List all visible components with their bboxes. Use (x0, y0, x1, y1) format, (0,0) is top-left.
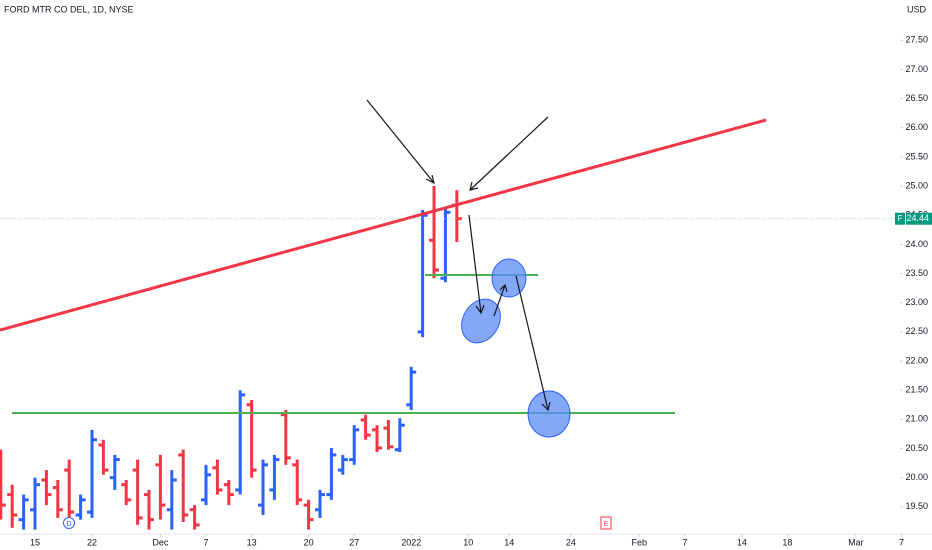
chart-title: FORD MTR CO DEL, 1D, NYSE (4, 4, 134, 14)
ohlc-bar (394, 418, 405, 453)
y-tick-label: 26.00 (905, 122, 928, 132)
y-tick-label: 21.50 (905, 385, 928, 395)
y-tick-label: 22.00 (905, 355, 928, 365)
x-tick-label: 7 (682, 537, 687, 547)
ohlc-bar (0, 449, 6, 520)
event-marker[interactable] (600, 516, 612, 530)
ohlc-bar (406, 366, 417, 411)
ellipse (527, 390, 571, 438)
ohlc-bar (429, 186, 440, 279)
y-tick-label: 25.00 (905, 180, 928, 190)
axes: 19.50 20.00 20.50 21.00 21.50 22.00 22.50 23.00… (0, 35, 932, 547)
ohlc-bar (41, 470, 52, 506)
ohlc-bar (109, 454, 120, 490)
y-tick-label: 27.50 (905, 35, 928, 45)
trend-line (0, 118, 767, 332)
event-label: D (66, 521, 71, 528)
x-tick-label: 20 (304, 537, 314, 547)
y-tick-label: 22.50 (905, 326, 928, 336)
ohlc-bar (201, 464, 212, 506)
ohlc-bar (235, 390, 246, 495)
ohlc-bar (258, 459, 269, 516)
ohlc-bar (189, 505, 200, 530)
x-tick-label: Dec (152, 537, 169, 547)
ohlc-bar (292, 459, 303, 506)
last-price-tag (906, 212, 932, 225)
y-tick-label: 25.50 (905, 151, 928, 161)
ohlc-bar (440, 207, 451, 283)
ohlc-bar (223, 480, 234, 506)
ellipse (491, 258, 527, 298)
ohlc-bar (75, 494, 86, 520)
ohlc-bar (155, 454, 166, 520)
ohlc-bar (280, 410, 291, 465)
ohlc-bar (372, 425, 383, 453)
ohlc-bar (64, 459, 75, 520)
ohlc-bar (269, 454, 280, 500)
ohlc-bar (98, 439, 109, 475)
arrow (468, 214, 485, 315)
ohlc-bar (326, 447, 337, 500)
x-tick-label: 13 (247, 537, 257, 547)
y-tick-label: 20.50 (905, 443, 928, 453)
x-tick-label: 14 (737, 537, 747, 547)
y-tick-label: 23.00 (905, 297, 928, 307)
ohlc-bar (144, 489, 155, 530)
last-price-label: 24.44 (906, 213, 929, 223)
ohlc-bar (121, 480, 132, 506)
x-tick-label: 10 (463, 537, 473, 547)
arrow (493, 283, 508, 317)
arrows (366, 99, 551, 412)
ohlc-bar (7, 484, 18, 528)
x-tick-label: Mar (848, 537, 864, 547)
arrow (469, 116, 549, 191)
currency: USD (907, 4, 927, 14)
x-tick-label: 7 (204, 537, 209, 547)
y-tick-label: 23.50 (905, 268, 928, 278)
x-tick-label: 15 (30, 537, 40, 547)
x-tick-label: 7 (899, 537, 904, 547)
x-tick-label: 27 (349, 537, 359, 547)
x-tick-label: 14 (504, 537, 514, 547)
y-tick-label: 26.50 (905, 93, 928, 103)
ohlc-bar (29, 477, 40, 530)
ohlc-bar (360, 414, 371, 440)
x-tick-label: 22 (87, 537, 97, 547)
symbol-badge-label: F (898, 214, 903, 223)
x-tick-label: 2022 (401, 537, 421, 547)
y-tick-label: 27.00 (905, 64, 928, 74)
ohlc-bar (337, 454, 348, 475)
ohlc-bar (132, 459, 143, 525)
arrow (515, 275, 551, 412)
x-tick-label: 24 (566, 537, 576, 547)
event-label: E (604, 521, 609, 528)
x-tick-label: 18 (782, 537, 792, 547)
y-tick-label: 20.00 (905, 472, 928, 482)
y-tick-label: 19.50 (905, 501, 928, 511)
ellipse (461, 298, 501, 344)
ohlc-bar (383, 419, 394, 450)
x-tick-label: Feb (631, 537, 647, 547)
event-marker[interactable] (63, 517, 75, 529)
ohlc-bar (212, 459, 223, 495)
drawings (0, 99, 767, 438)
ohlc-bar (166, 470, 177, 530)
arrow (366, 99, 435, 185)
y-tick-label: 24.00 (905, 239, 928, 249)
ohlc-bar (349, 425, 360, 465)
ohlc-bar (303, 499, 314, 530)
ohlc-bar (87, 429, 98, 518)
ohlc-bar (315, 489, 326, 518)
y-tick-label: 21.00 (905, 414, 928, 424)
ohlc-bar (178, 449, 189, 523)
ohlc-bar (52, 480, 63, 518)
ohlc-bar (18, 494, 29, 530)
symbol-badge (895, 212, 905, 225)
